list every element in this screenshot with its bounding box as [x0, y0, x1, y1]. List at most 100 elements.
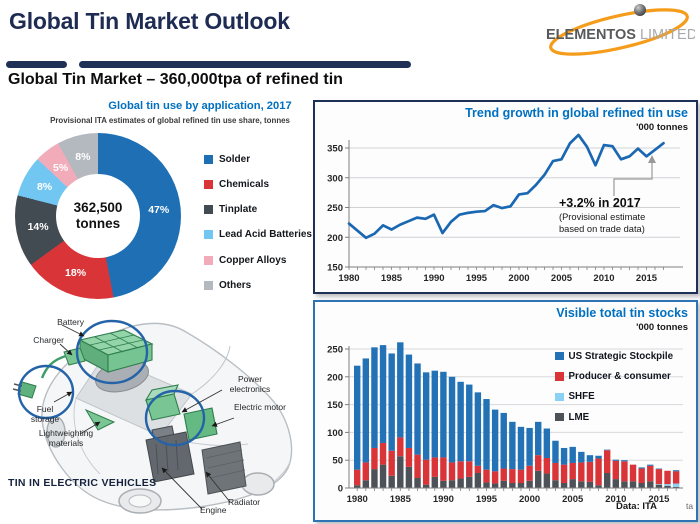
car-label-power-electronics: Power electronics	[229, 374, 271, 395]
ev-diagram-caption: TIN IN ELECTRIC VEHICLES	[8, 477, 157, 489]
bar-segment	[422, 459, 430, 485]
bar-segment	[612, 460, 619, 480]
legend-label: Solder	[219, 153, 251, 165]
donut-slice-percent: 14%	[27, 221, 49, 234]
bar-segment	[517, 426, 525, 470]
bar-segment	[638, 482, 645, 488]
legend-swatch-icon	[555, 392, 564, 402]
bar-segment	[500, 480, 507, 488]
axis-label: 2015	[648, 494, 670, 505]
axis-label: 2015	[636, 273, 658, 284]
legend-label: Producer & consumer	[568, 370, 671, 382]
bar-segment	[405, 447, 413, 467]
page-title: Global Tin Market Outlook	[9, 8, 290, 34]
highlight-circle-battery	[75, 319, 149, 385]
bar-segment	[483, 469, 490, 483]
clipped-background-text: ta	[686, 501, 694, 511]
axis-label: Data: ITA	[616, 501, 657, 512]
bar-segment	[466, 476, 473, 488]
bar-segment	[379, 345, 387, 443]
axis-label: 0	[338, 484, 343, 495]
bar-segment	[354, 469, 361, 486]
car-leader-lines	[53, 324, 235, 510]
bar-segment	[578, 451, 585, 463]
car-label-charger: Charger	[33, 335, 64, 345]
bar-segment	[517, 482, 525, 488]
bar-segment	[655, 484, 663, 485]
bar-segment	[647, 481, 654, 488]
bar-segment	[569, 462, 576, 480]
bar-segment	[448, 376, 456, 463]
bar-segment	[509, 421, 516, 470]
bar-legend-item: Producer & consumer	[555, 370, 673, 382]
bar-segment	[362, 480, 370, 488]
axis-label: 1985	[390, 494, 412, 505]
line-series	[347, 133, 665, 240]
axis-label: 100	[327, 428, 343, 439]
legend-label: Others	[219, 279, 252, 291]
legend-swatch-icon	[204, 154, 213, 164]
legend-label: Chemicals	[219, 178, 270, 190]
bar-segment	[595, 485, 602, 488]
car-roof-line	[191, 345, 231, 395]
bar-segment	[586, 455, 594, 462]
bar-segment	[466, 461, 473, 477]
bar-segment	[509, 482, 516, 488]
bar-segment	[483, 482, 490, 488]
donut-legend-item: Others	[204, 279, 312, 291]
legend-swatch-icon	[204, 205, 213, 215]
bar-segment	[647, 465, 654, 482]
line-chart-unit: '000 tonnes	[636, 122, 688, 133]
bar-segment	[603, 472, 611, 488]
car-suspension-arm	[84, 408, 116, 431]
bar-segment	[371, 447, 378, 470]
bar-segment	[422, 484, 430, 488]
bar-segment	[354, 365, 361, 470]
donut-center-value: 362,500	[73, 200, 123, 216]
legend-label: Lead Acid Batteries	[219, 229, 312, 241]
axis-label: 250	[327, 345, 343, 356]
bar-segment	[491, 471, 499, 484]
axis-label: 150	[327, 263, 343, 274]
bar-segment	[397, 456, 404, 488]
axis-label: 250	[327, 203, 343, 214]
bar-segment	[543, 428, 551, 458]
bar-segment	[560, 464, 568, 483]
bar-segment	[371, 469, 378, 488]
bar-segment	[414, 454, 421, 478]
donut-legend-item: Lead Acid Batteries	[204, 229, 312, 241]
axis-label: 350	[327, 144, 343, 155]
page-subtitle: Global Tin Market – 360,000tpa of refine…	[8, 71, 343, 88]
donut-slice-percent: 18%	[65, 266, 87, 279]
bar-segment	[491, 409, 499, 472]
bar-segment	[655, 468, 663, 470]
bar-segment	[621, 460, 628, 462]
legend-swatch-icon	[555, 412, 564, 422]
axis-label: 50	[332, 456, 343, 467]
car-label-battery: Battery	[57, 317, 84, 327]
bar-segment	[543, 473, 551, 488]
donut-slice-percent: 5%	[53, 161, 69, 174]
bar-segment	[422, 372, 430, 460]
bar-segment	[500, 468, 507, 481]
bar-segment	[457, 461, 464, 479]
bar-segment	[354, 485, 361, 488]
legend-label: Copper Alloys	[219, 254, 287, 266]
bar-segment	[664, 470, 671, 485]
legend-label: SHFE	[568, 391, 595, 403]
bar-segment	[578, 481, 585, 488]
line-chart: 150 200 250 300 350 1980 1985 1990 1995 2000 2005 2…	[327, 133, 683, 284]
bar-segment	[405, 354, 413, 448]
bar-legend-item: LME	[555, 411, 673, 423]
car-radiator	[201, 441, 247, 495]
bar-segment	[638, 467, 645, 469]
car-charge-cable	[40, 354, 67, 379]
car-label-electric-motor: Electric motor	[234, 402, 286, 412]
divider-bar-short	[6, 61, 67, 68]
bar-segment	[612, 459, 619, 461]
highlight-circle-plug	[17, 364, 75, 420]
bar-segment	[431, 457, 438, 477]
bar-segment	[397, 437, 404, 457]
axis-label: 1990	[423, 273, 444, 284]
bar-segment	[448, 462, 456, 481]
